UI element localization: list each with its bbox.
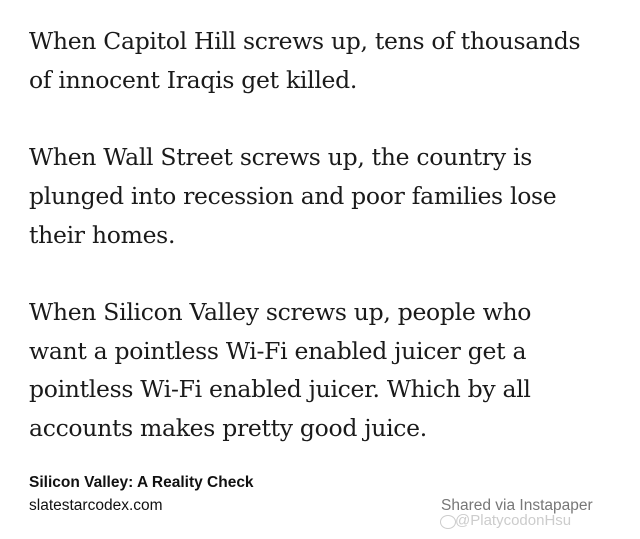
quote-line: When Capitol Hill screws up, tens of tho… bbox=[29, 27, 581, 55]
quote-text: When Capitol Hill screws up, tens of tho… bbox=[29, 22, 629, 486]
quote-line: When Wall Street screws up, the country … bbox=[29, 143, 532, 172]
quote-paragraph: When Wall Street screws up, the country … bbox=[29, 138, 629, 254]
weibo-icon bbox=[440, 515, 456, 529]
shared-via-label: Shared via Instapaper bbox=[441, 497, 593, 514]
watermark: @PlatycodonHsu bbox=[455, 512, 572, 529]
quote-paragraph: When Silicon Valley screws up, people wh… bbox=[29, 293, 629, 448]
quote-line: their homes. bbox=[29, 220, 176, 249]
article-source: slatestarcodex.com bbox=[29, 497, 163, 514]
article-title: Silicon Valley: A Reality Check bbox=[29, 474, 254, 491]
quote-line: When Silicon Valley screws up, people wh… bbox=[29, 297, 532, 326]
quote-line: want a pointless Wi-Fi enabled juicer ge… bbox=[29, 336, 527, 365]
quote-paragraph: When Capitol Hill screws up, tens of tho… bbox=[29, 22, 629, 99]
quote-line: of innocent Iraqis get killed. bbox=[29, 65, 358, 94]
quote-line: accounts makes pretty good juice. bbox=[29, 414, 427, 442]
quote-line: pointless Wi-Fi enabled juicer. Which by… bbox=[29, 375, 531, 404]
quote-line: plunged into recession and poor families… bbox=[29, 181, 557, 210]
